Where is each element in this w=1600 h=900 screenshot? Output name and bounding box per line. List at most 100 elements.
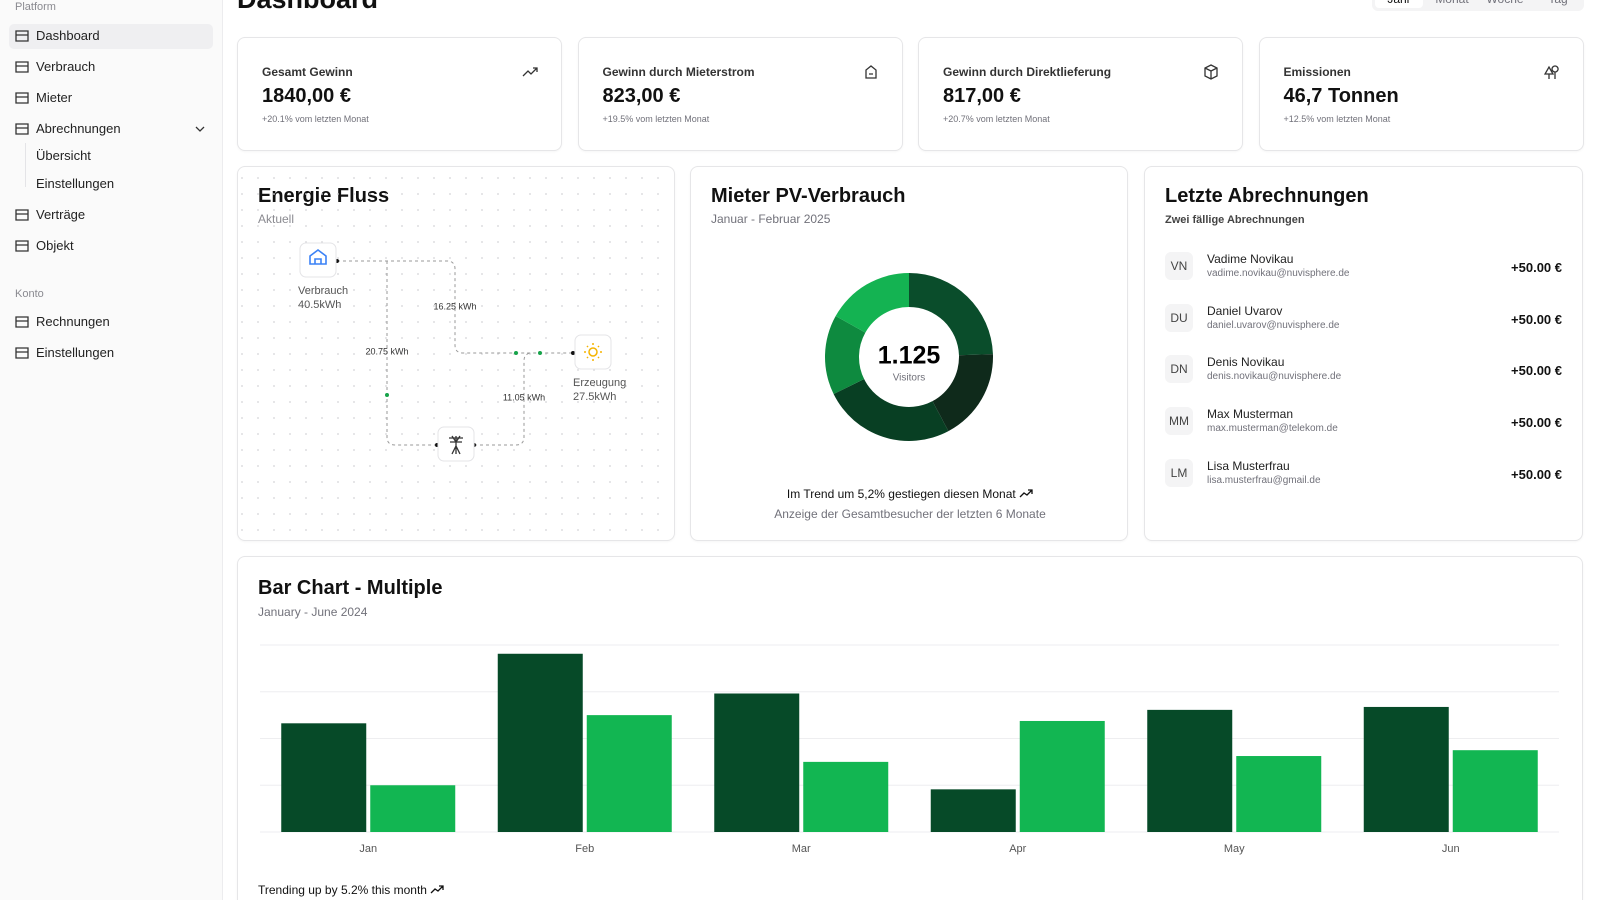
avatar: LM bbox=[1165, 458, 1193, 487]
icon-path bbox=[15, 347, 29, 359]
kpi-card: Gewinn durch Direktlieferung 817,00 € +20.… bbox=[918, 37, 1243, 151]
avatar: VN bbox=[1165, 252, 1193, 280]
bar-card: Bar Chart - Multiple January - June 2024… bbox=[237, 556, 1583, 900]
tab[interactable]: Jahr bbox=[1375, 0, 1423, 6]
icon bbox=[15, 92, 29, 104]
icon bbox=[15, 240, 29, 252]
icon-path bbox=[522, 67, 538, 77]
icon-path bbox=[15, 316, 29, 328]
nav-item[interactable]: Dashboard bbox=[36, 28, 100, 43]
icon-path bbox=[15, 61, 29, 73]
section-label: Konto bbox=[15, 288, 44, 300]
active-item-bg bbox=[9, 24, 213, 49]
kpi-change: +20.7% vom letzten Monat bbox=[943, 114, 1050, 124]
nav-item[interactable]: Rechnungen bbox=[36, 314, 110, 329]
card-title: Letzte Abrechnungen bbox=[1165, 185, 1369, 207]
nav-item[interactable]: Verträge bbox=[36, 207, 86, 222]
nav-subitem[interactable]: Übersicht bbox=[36, 148, 91, 163]
icon bbox=[195, 126, 205, 132]
amount: +50.00 € bbox=[1511, 363, 1562, 379]
icon-path bbox=[1204, 64, 1218, 80]
customer-email: max.musterman@telekom.de bbox=[1207, 423, 1338, 435]
kpi-title: Emissionen bbox=[1283, 65, 1351, 79]
donut-footer: Im Trend um 5,2% gestiegen diesen Monat bbox=[691, 487, 1129, 501]
icon bbox=[15, 347, 29, 359]
kpi-card: Emissionen 46,7 Tonnen +12.5% vom letzten … bbox=[1258, 37, 1584, 151]
icon bbox=[864, 65, 877, 79]
nav-item[interactable]: Einstellungen bbox=[36, 345, 115, 360]
kpi-title: Gesamt Gewinn bbox=[262, 65, 353, 79]
icon-path bbox=[1543, 65, 1559, 79]
avatar: DU bbox=[1165, 303, 1193, 332]
icon-path bbox=[864, 65, 877, 79]
customer-name: Vadime Novikau bbox=[1207, 252, 1294, 266]
footer-text: Trending up by 5.2% this month bbox=[258, 883, 427, 897]
nav-item[interactable]: Mieter bbox=[36, 90, 73, 105]
section-label: Platform bbox=[15, 1, 56, 13]
nav-item[interactable]: Objekt bbox=[36, 238, 74, 253]
icon bbox=[15, 61, 29, 73]
card-title: Bar Chart - Multiple bbox=[258, 577, 443, 599]
icon-path bbox=[15, 123, 29, 135]
kpi-change: +20.1% vom letzten Monat bbox=[262, 114, 369, 124]
customer-name: Max Musterman bbox=[1207, 407, 1294, 422]
amount: +50.00 € bbox=[1511, 415, 1562, 431]
icon bbox=[15, 316, 29, 328]
trend-icon bbox=[1019, 489, 1033, 498]
customer-name: Daniel Uvarov bbox=[1207, 303, 1283, 318]
card-title: Mieter PV-Verbrauch bbox=[711, 185, 906, 207]
customer-email: lisa.musterfrau@gmail.de bbox=[1207, 474, 1321, 486]
icon-path bbox=[195, 126, 205, 132]
avatar: DN bbox=[1165, 355, 1193, 384]
page-title: Dashboard bbox=[237, 0, 378, 15]
card-subtitle: Zwei fällige Abrechnungen bbox=[1165, 214, 1305, 226]
customer-email: denis.novikau@nuvisphere.de bbox=[1207, 371, 1342, 383]
bar-footer: Trending up by 5.2% this month bbox=[258, 883, 444, 897]
tab[interactable]: Monat bbox=[1428, 0, 1476, 6]
submenu-rule bbox=[25, 143, 26, 187]
kpi-title: Gewinn durch Direktlieferung bbox=[943, 65, 1112, 79]
customer-name: Denis Novikau bbox=[1207, 355, 1285, 370]
trend-icon bbox=[430, 885, 444, 894]
amount: +50.00 € bbox=[1511, 260, 1562, 275]
avatar: MM bbox=[1165, 407, 1193, 436]
footer-text: Im Trend um 5,2% gestiegen diesen Monat bbox=[786, 487, 1016, 501]
customer-email: daniel.uvarov@nuvisphere.de bbox=[1207, 319, 1340, 331]
kpi-title: Gewinn durch Mieterstrom bbox=[602, 65, 755, 79]
nav-subitem[interactable]: Einstellungen bbox=[36, 176, 115, 191]
kpi-change: +12.5% vom letzten Monat bbox=[1283, 114, 1391, 124]
icon bbox=[15, 30, 29, 42]
amount: +50.00 € bbox=[1511, 466, 1562, 482]
icon-path bbox=[15, 30, 29, 42]
nav-item[interactable]: Abrechnungen bbox=[36, 121, 121, 136]
card-subtitle: Januar - Februar 2025 bbox=[711, 212, 831, 226]
icon bbox=[15, 209, 29, 221]
customer-name: Lisa Musterfrau bbox=[1207, 458, 1290, 473]
tab[interactable]: Woche bbox=[1481, 0, 1529, 6]
icon-path bbox=[15, 240, 29, 252]
icon bbox=[15, 123, 29, 135]
donut-note: Anzeige der Gesamtbesucher der letzten 6… bbox=[774, 507, 1046, 521]
icon bbox=[1543, 65, 1559, 79]
billing-card: Letzte Abrechnungen Zwei fällige Abrechn… bbox=[1144, 166, 1583, 541]
tab-bar: Jahr Monat Woche Tag bbox=[1372, 0, 1584, 11]
kpi-card: Gesamt Gewinn 1840,00 € +20.1% vom letzten… bbox=[237, 37, 562, 151]
kpi-value: 817,00 € bbox=[943, 85, 1021, 107]
tab[interactable]: Tag bbox=[1534, 0, 1582, 6]
sidebar: Platform Dashboard Verbrauch Mieter Abrechnu… bbox=[0, 0, 223, 900]
kpi-value: 1840,00 € bbox=[262, 85, 351, 107]
card-title: Energie Fluss bbox=[258, 185, 390, 207]
icon-path bbox=[15, 209, 29, 221]
customer-email: vadime.novikau@nuvisphere.de bbox=[1207, 268, 1350, 279]
donut-card: Mieter PV-Verbrauch Januar - Februar 202… bbox=[690, 166, 1128, 541]
kpi-change: +19.5% vom letzten Monat bbox=[602, 114, 710, 124]
kpi-value: 823,00 € bbox=[602, 85, 681, 107]
icon bbox=[1204, 64, 1218, 80]
nav-item[interactable]: Verbrauch bbox=[36, 59, 96, 74]
kpi-value: 46,7 Tonnen bbox=[1283, 85, 1399, 107]
energy-card: Energie Fluss Aktuell bbox=[237, 166, 675, 541]
card-subtitle: January - June 2024 bbox=[258, 605, 368, 619]
kpi-card: Gewinn durch Mieterstrom 823,00 € +19.5% v… bbox=[577, 37, 903, 151]
card-subtitle: Aktuell bbox=[258, 212, 295, 226]
